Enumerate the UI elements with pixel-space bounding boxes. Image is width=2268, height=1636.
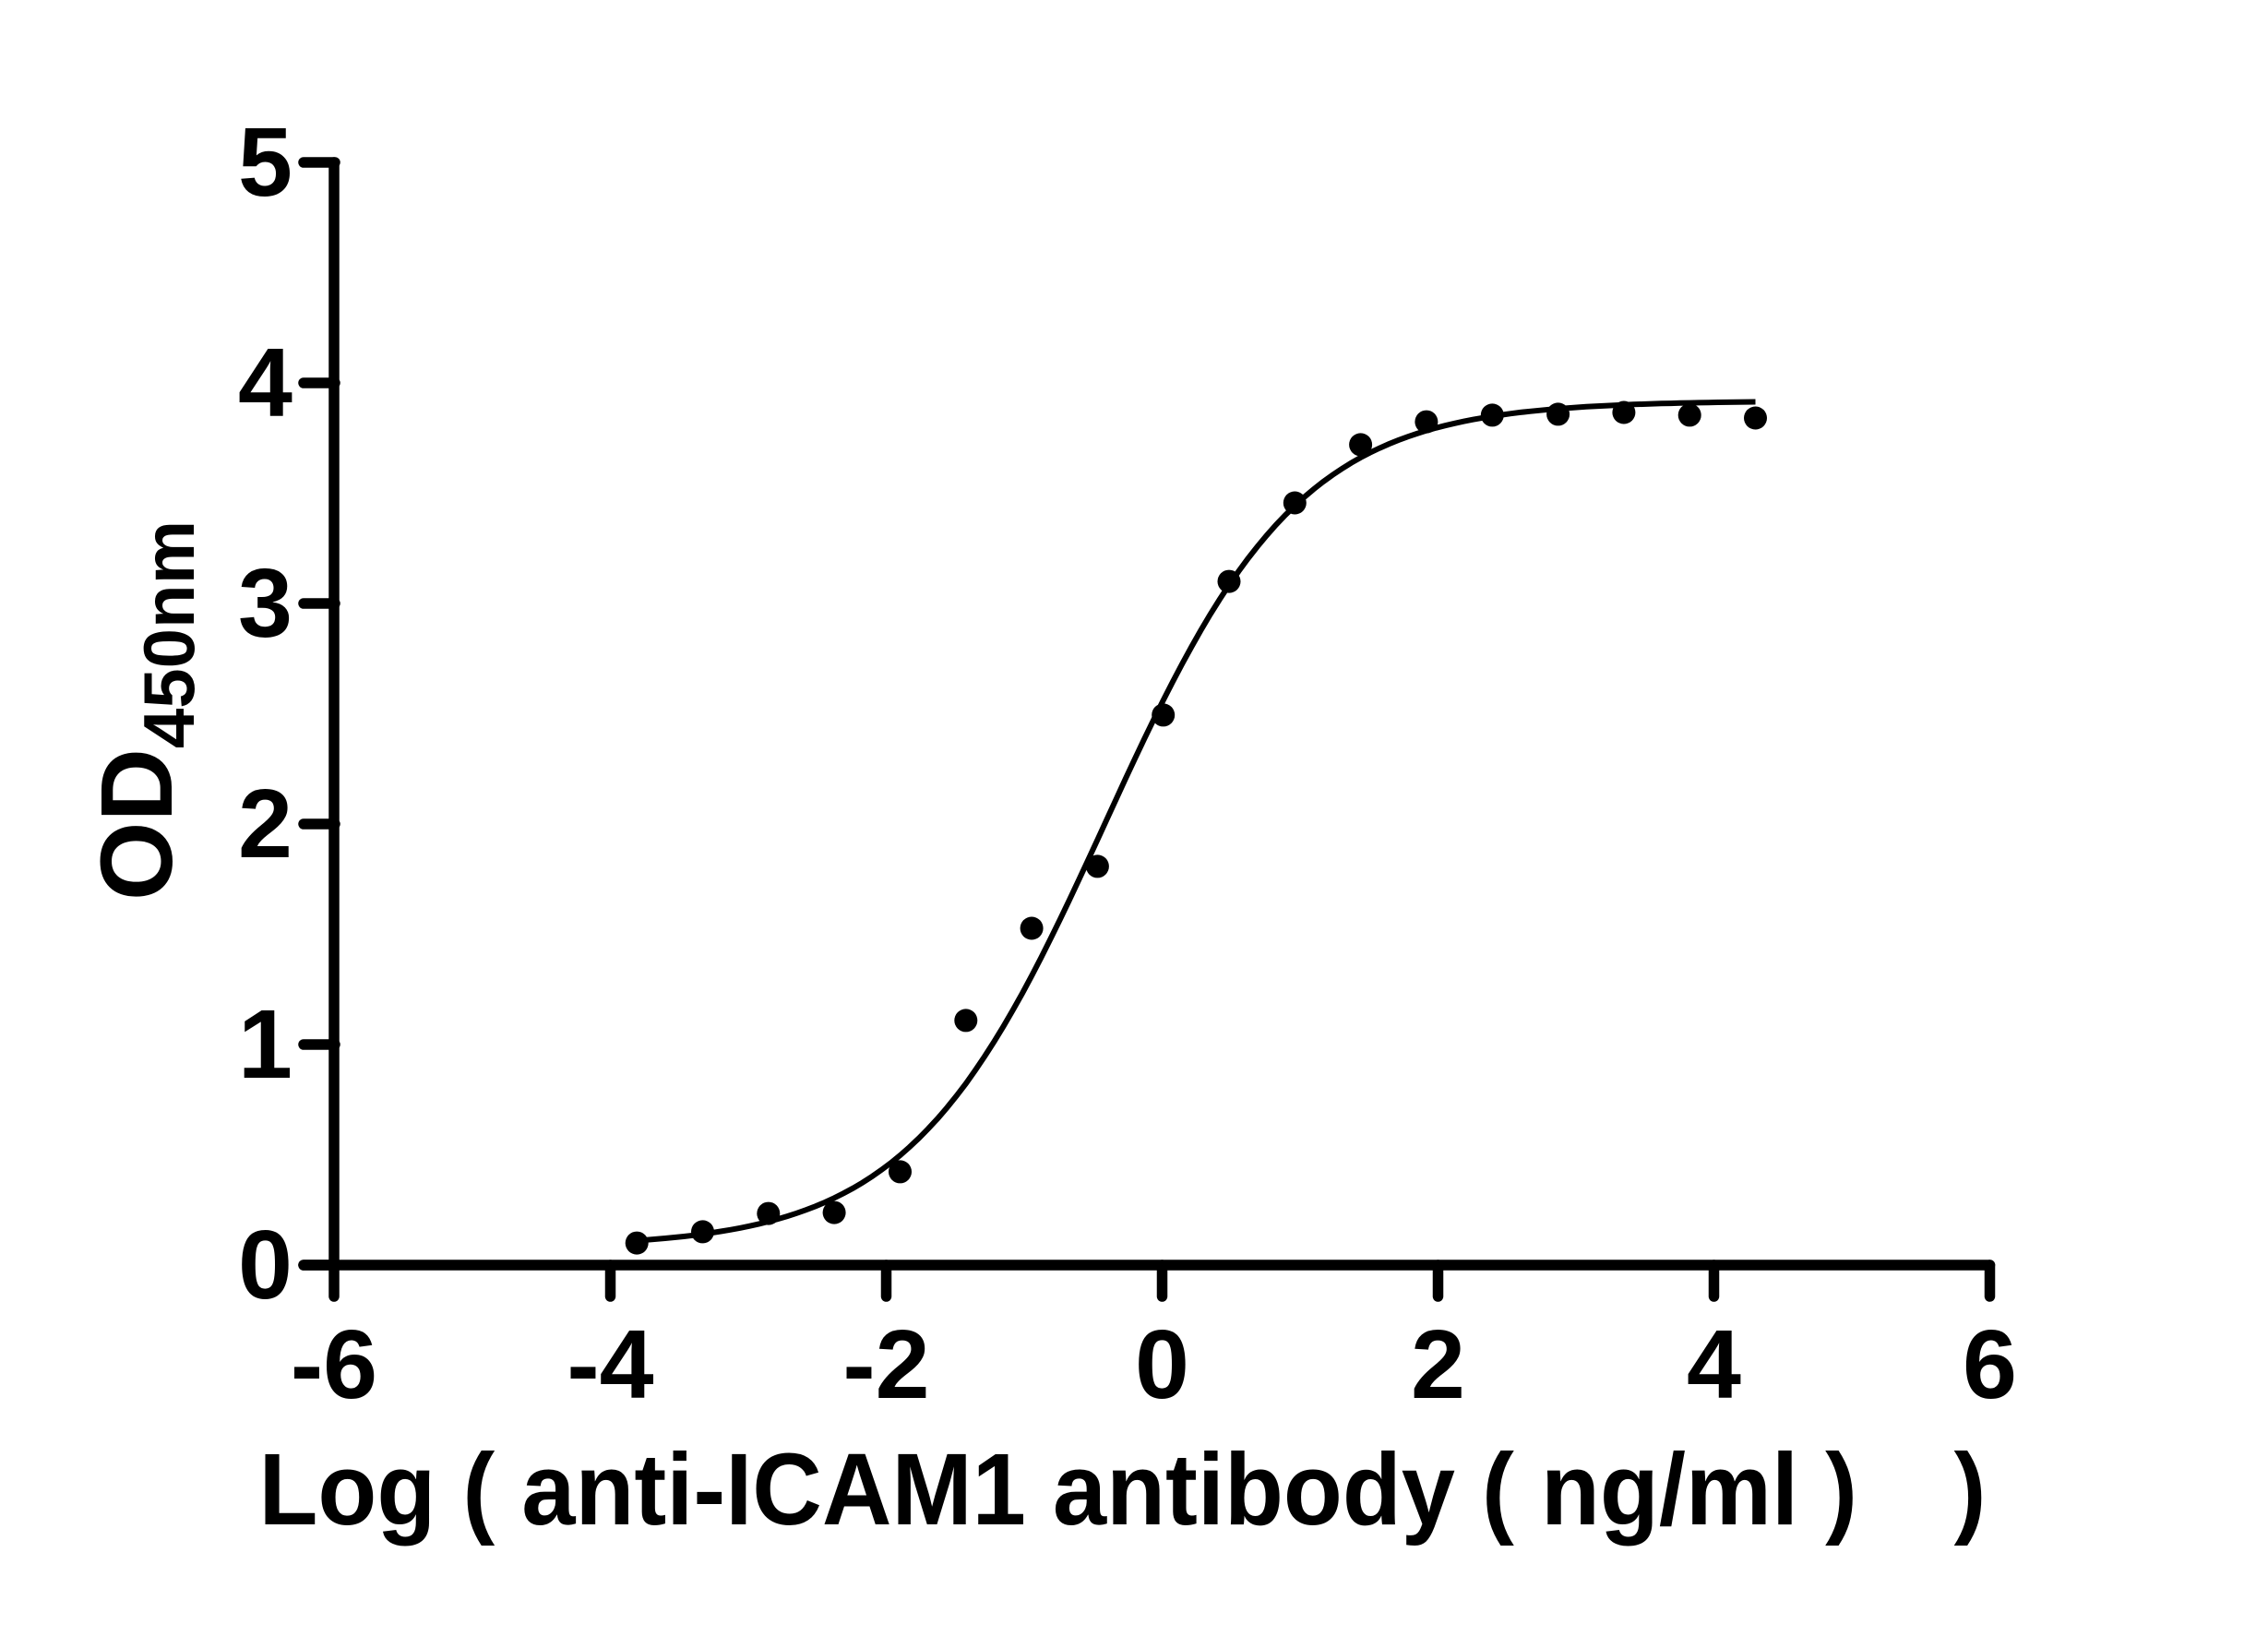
svg-text:Log ( anti-ICAM1 antibody ( ng: Log ( anti-ICAM1 antibody ( ng/ml ) ) bbox=[259, 1433, 1987, 1546]
svg-text:2: 2 bbox=[1411, 1310, 1465, 1419]
svg-text:0: 0 bbox=[1135, 1310, 1189, 1419]
svg-text:2: 2 bbox=[238, 770, 292, 878]
svg-text:-4: -4 bbox=[567, 1310, 653, 1419]
svg-text:-6: -6 bbox=[291, 1310, 377, 1419]
svg-text:4: 4 bbox=[1687, 1310, 1741, 1419]
svg-text:0: 0 bbox=[238, 1211, 292, 1320]
svg-text:-2: -2 bbox=[842, 1310, 929, 1419]
svg-text:6: 6 bbox=[1963, 1310, 2017, 1419]
svg-text:3: 3 bbox=[238, 549, 292, 658]
svg-text:5: 5 bbox=[238, 108, 292, 217]
svg-text:1: 1 bbox=[238, 990, 292, 1099]
svg-text:4: 4 bbox=[238, 328, 292, 437]
